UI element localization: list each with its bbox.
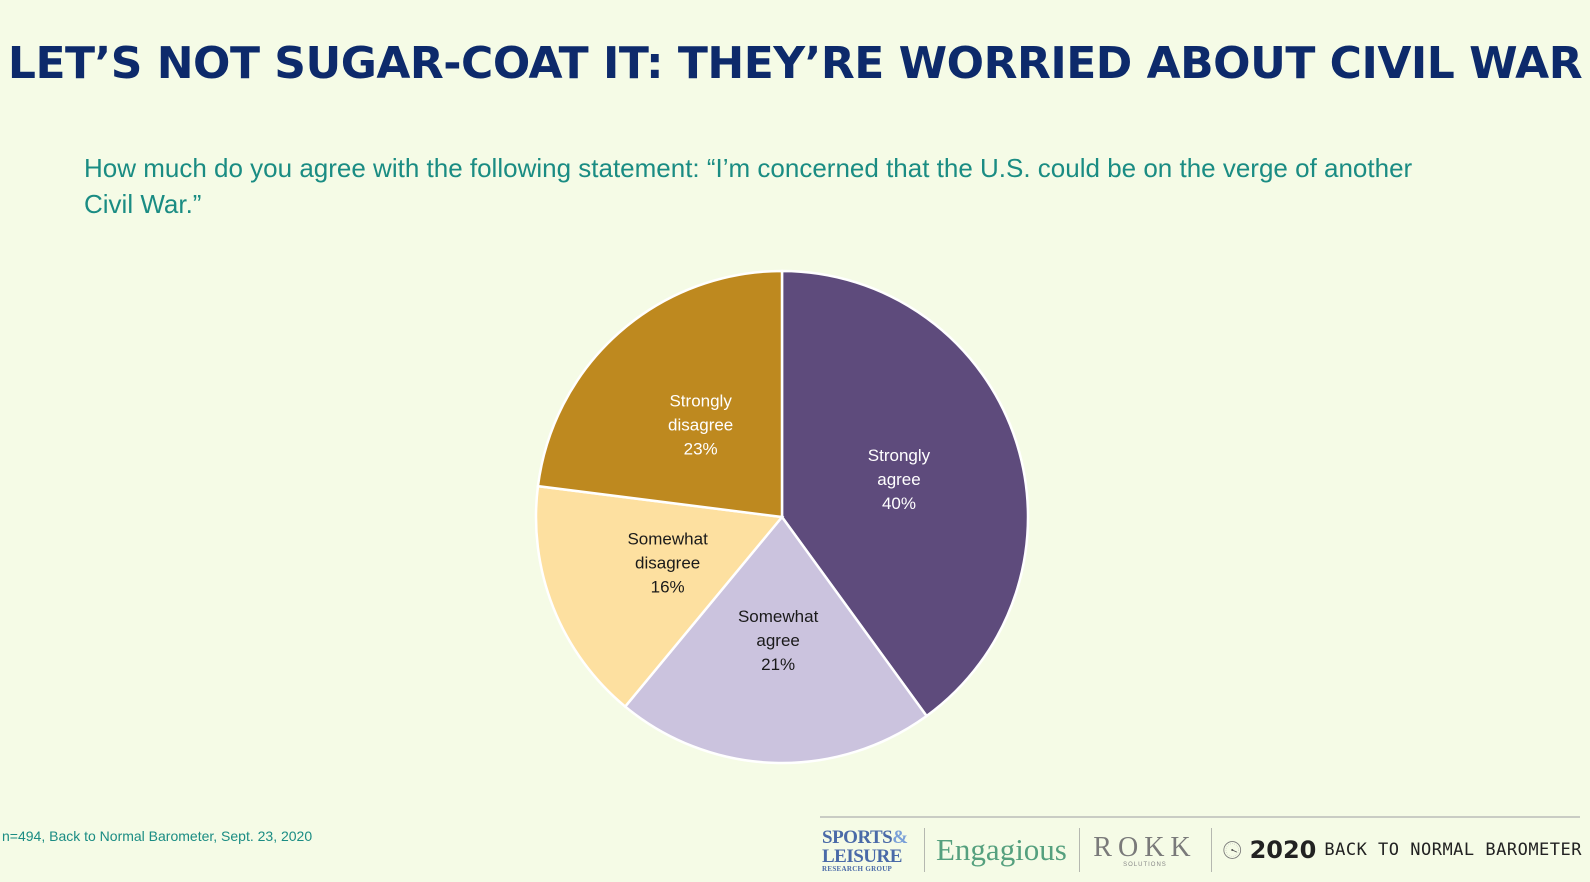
source-note: n=494, Back to Normal Barometer, Sept. 2… (2, 828, 313, 844)
pie-slice-somewhat-agree (623, 514, 929, 765)
pie-chart: Strongly agree 40% Somewhat agree 21% Somewhat… (534, 269, 1030, 765)
slice-label-somewhat-disagree: Somewhat disagree 16% (627, 529, 708, 596)
footer-divider (820, 816, 1580, 818)
sports-leisure-logo: SPORTS& LEISURE RESEARCH GROUP (822, 828, 916, 873)
gauge-icon (1223, 841, 1242, 859)
sports-logo-amp: & (892, 826, 908, 848)
rokk-logo-text: ROKK (1093, 832, 1197, 863)
footer-logos: SPORTS& LEISURE RESEARCH GROUP Engagious… (822, 822, 1582, 878)
barometer-year: 2020 (1249, 836, 1317, 864)
slice-label-strongly-disagree: Strongly disagree 23% (668, 392, 733, 459)
leisure-logo-text: LEISURE (822, 845, 902, 867)
rokk-logo-sub: SOLUTIONS (1123, 862, 1167, 868)
slice-label-strongly-agree: Strongly agree 40% (868, 446, 931, 513)
slice-label-somewhat-agree: Somewhat agree 21% (738, 607, 819, 674)
barometer-title: BACK TO NORMAL BAROMETER (1324, 840, 1582, 860)
survey-question: How much do you agree with the following… (84, 153, 1413, 219)
research-group-text: RESEARCH GROUP (822, 864, 893, 873)
pie-slice-strongly-agree (780, 269, 1030, 718)
rokk-logo: ROKK SOLUTIONS (1087, 832, 1202, 868)
pie-slice-somewhat-disagree (534, 484, 785, 709)
pie-slice-strongly-disagree (536, 269, 784, 519)
engagious-logo: Engagious (936, 832, 1067, 867)
sports-logo-text: SPORTS (822, 826, 893, 848)
page-title: LET’S NOT SUGAR-COAT IT: THEY’RE WORRIED… (7, 38, 1583, 89)
